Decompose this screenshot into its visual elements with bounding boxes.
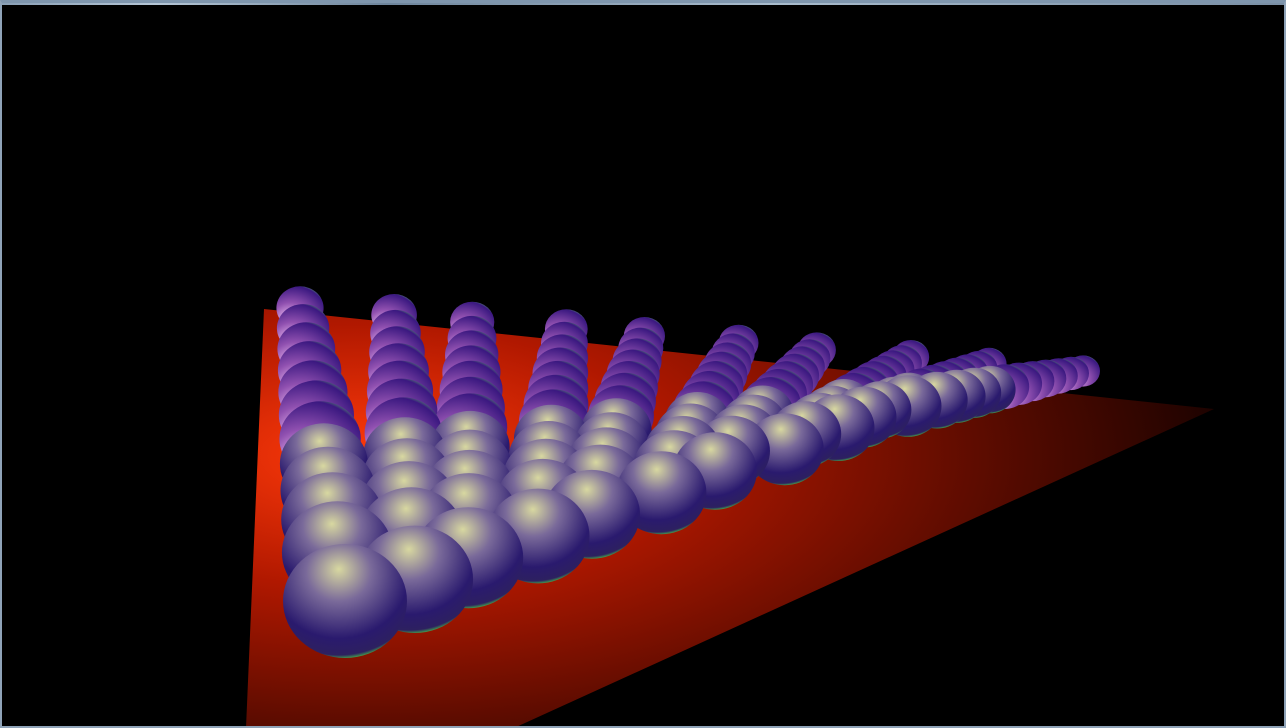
3d-viewport[interactable] — [4, 6, 1284, 728]
sphere — [283, 544, 407, 658]
scene-canvas[interactable] — [4, 6, 1284, 728]
sphere-field — [276, 286, 1100, 658]
window-title-strip — [2, 3, 1284, 5]
